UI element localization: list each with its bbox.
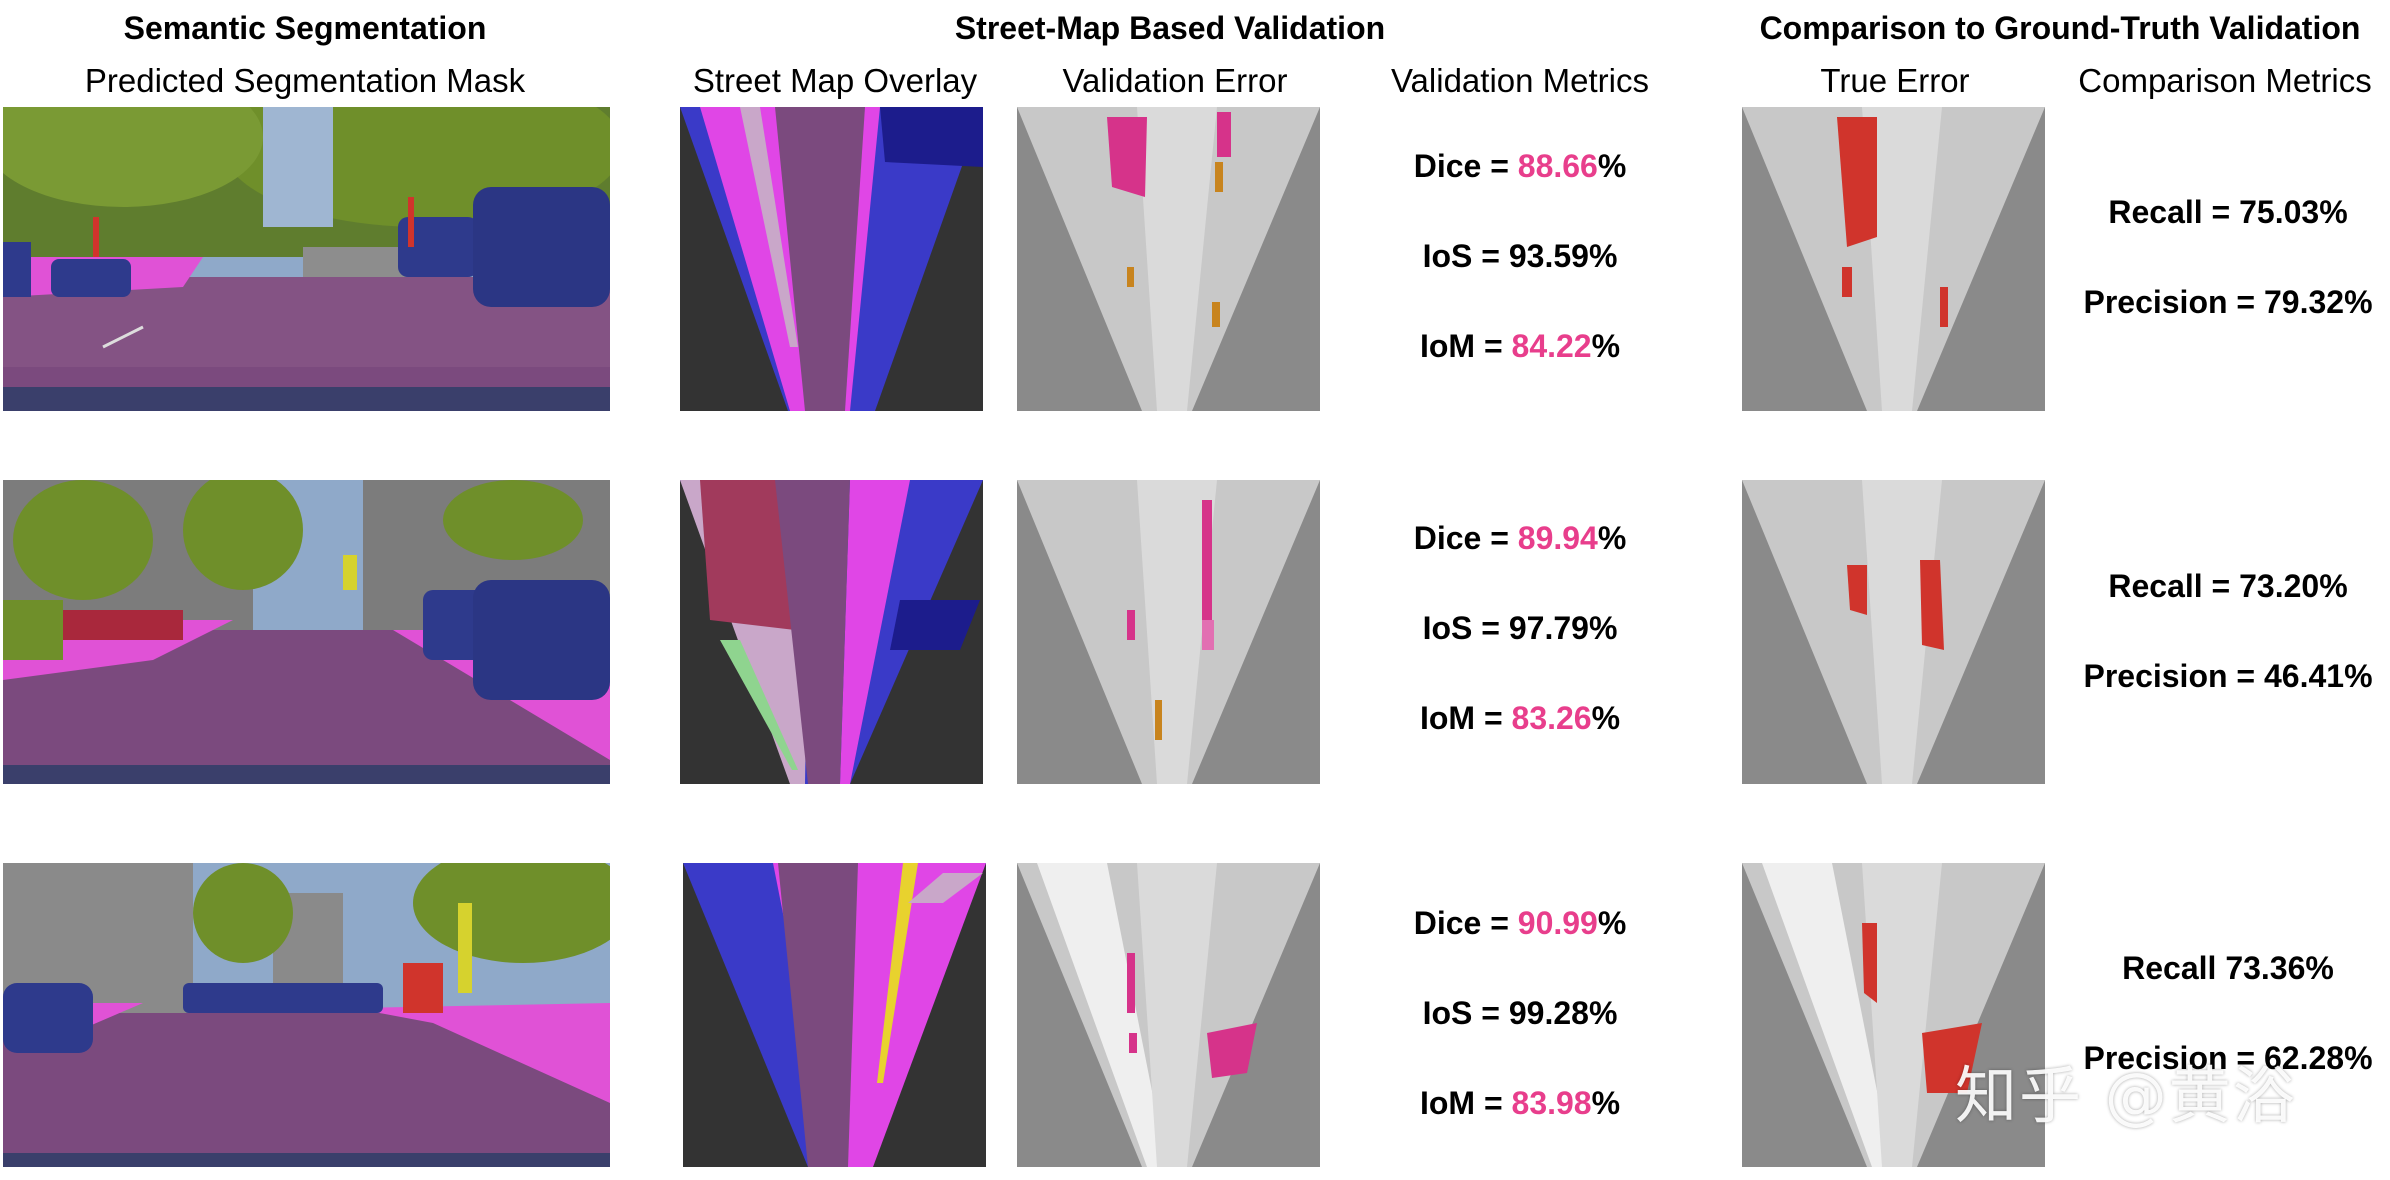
header-street-map-validation: Street-Map Based Validation <box>954 10 1386 46</box>
col-title-mask: Predicted Segmentation Mask <box>84 62 526 99</box>
true-error-image <box>1742 107 2045 411</box>
dice-metric: Dice = 90.99% <box>1413 905 1627 941</box>
dice-metric: Dice = 88.66% <box>1413 148 1627 184</box>
iom-value: 84.22 <box>1511 328 1592 364</box>
validation-error-image <box>1017 863 1320 1167</box>
validation-error-image <box>1017 480 1320 784</box>
header-ground-truth-comparison: Comparison to Ground-Truth Validation <box>1759 10 2361 46</box>
street-map-overlay-image <box>680 107 983 411</box>
segmentation-mask-image <box>3 480 610 784</box>
recall-metric: Recall = 73.20% <box>2108 568 2348 604</box>
iom-value: 83.98 <box>1511 1085 1592 1121</box>
ios-metric: IoS = 93.59% <box>1422 238 1618 274</box>
col-title-validation-metrics: Validation Metrics <box>1391 62 1649 99</box>
col-title-validation-error: Validation Error <box>1062 62 1288 99</box>
watermark-text: 知乎 @黄浴 <box>1955 1059 2297 1132</box>
precision-metric: Precision = 46.41% <box>2083 658 2373 694</box>
segmentation-mask-image <box>3 863 610 1167</box>
true-error-image <box>1742 863 2045 1167</box>
iom-metric: IoM = 83.98% <box>1419 1085 1621 1121</box>
ios-metric: IoS = 99.28% <box>1422 995 1618 1031</box>
ios-metric: IoS = 97.79% <box>1422 610 1618 646</box>
street-map-overlay-image <box>683 863 986 1167</box>
iom-value: 83.26 <box>1511 700 1592 736</box>
col-title-comparison-metrics: Comparison Metrics <box>2078 62 2372 99</box>
col-title-overlay: Street Map Overlay <box>692 62 978 99</box>
recall-metric: Recall 73.36% <box>2122 950 2334 986</box>
validation-error-image <box>1017 107 1320 411</box>
iom-metric: IoM = 84.22% <box>1419 328 1621 364</box>
true-error-image <box>1742 480 2045 784</box>
recall-metric: Recall = 75.03% <box>2108 194 2348 230</box>
iom-metric: IoM = 83.26% <box>1419 700 1621 736</box>
segmentation-mask-image <box>3 107 610 411</box>
dice-value: 90.99 <box>1517 905 1598 941</box>
precision-metric: Precision = 62.28% <box>2083 1040 2373 1076</box>
dice-metric: Dice = 89.94% <box>1413 520 1627 556</box>
dice-value: 88.66 <box>1517 148 1598 184</box>
header-semantic-segmentation: Semantic Segmentation <box>123 10 487 46</box>
dice-value: 89.94 <box>1517 520 1598 556</box>
street-map-overlay-image <box>680 480 983 784</box>
col-title-true-error: True Error <box>1820 62 1970 99</box>
precision-metric: Precision = 79.32% <box>2083 284 2373 320</box>
